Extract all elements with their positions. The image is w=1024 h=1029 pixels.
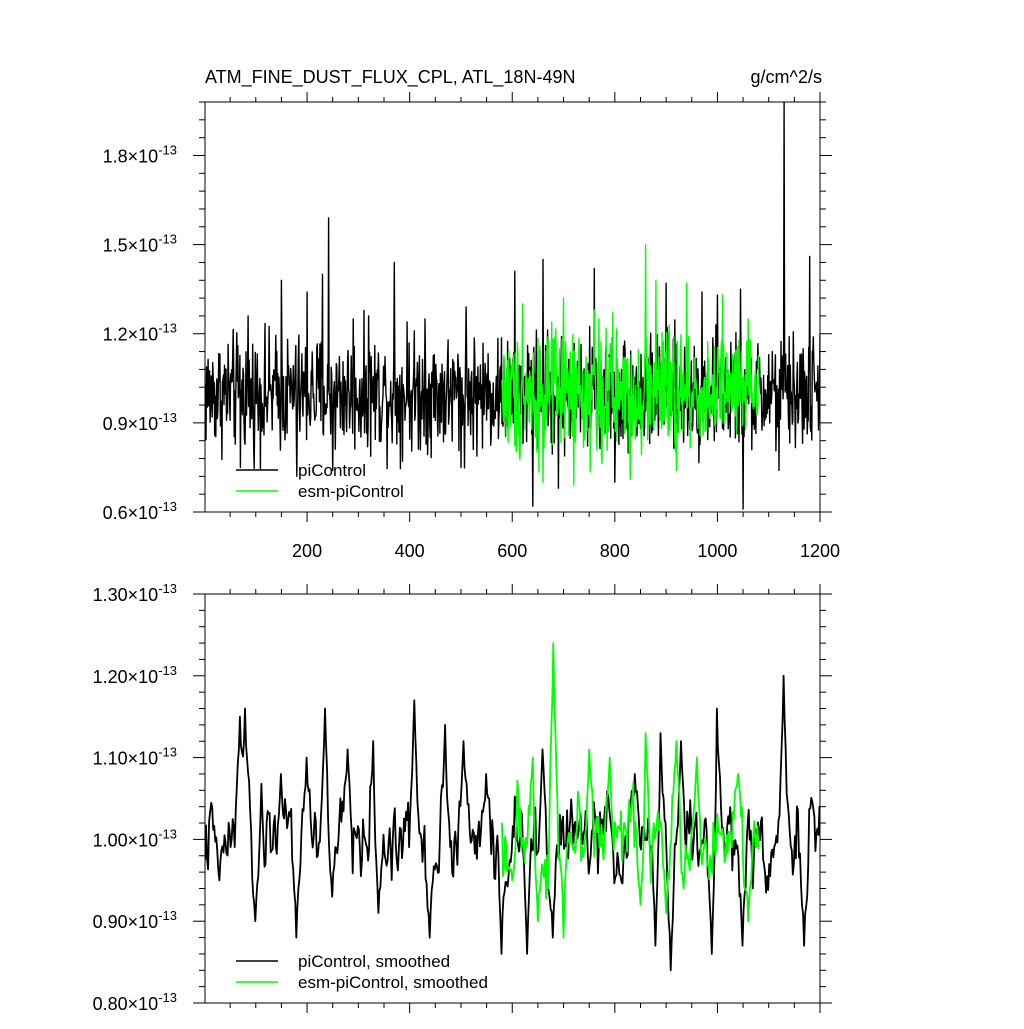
legend-label: esm-piControl: [298, 482, 404, 501]
legend-label: piControl, smoothed: [298, 952, 450, 971]
series-line-top-0: [205, 102, 820, 510]
y-tick-label: 0.90×10-13: [93, 908, 177, 932]
x-tick-label: 1000: [697, 541, 737, 561]
y-tick-label: 1.2×10-13: [103, 321, 177, 345]
y-tick-label: 1.5×10-13: [103, 232, 177, 256]
y-tick-label: 1.10×10-13: [93, 745, 177, 769]
y-tick-label: 0.6×10-13: [103, 499, 177, 523]
series-line-top-1: [501, 243, 760, 486]
series-line-bottom-1: [501, 642, 760, 939]
y-tick-label: 1.8×10-13: [103, 142, 177, 166]
legend-label: esm-piControl, smoothed: [298, 973, 488, 992]
series-line-bottom-0: [205, 674, 820, 972]
bottom-panel: 0.80×10-13 0.90×10-13 1.00×10-13 1.10×10-13…: [93, 581, 832, 1014]
x-tick-label: 400: [395, 541, 425, 561]
y-tick-label: 1.20×10-13: [93, 663, 177, 687]
units-label: g/cm^2/s: [751, 67, 822, 87]
y-tick-label: 0.80×10-13: [93, 990, 177, 1014]
x-tick-label: 800: [600, 541, 630, 561]
y-tick-label: 1.00×10-13: [93, 826, 177, 850]
legend-label: piControl: [298, 461, 366, 480]
x-tick-label: 1200: [800, 541, 840, 561]
y-tick-label: 1.30×10-13: [93, 581, 177, 605]
plot-frame-bottom: [204, 593, 821, 1004]
y-tick-label: 0.9×10-13: [103, 410, 177, 434]
x-tick-label: 600: [497, 541, 527, 561]
top-panel: 200 400 600 800 1000 1200 0.6×10-13 0.9×10-13 1.…: [103, 92, 840, 561]
x-tick-label: 200: [292, 541, 322, 561]
chart-title: ATM_FINE_DUST_FLUX_CPL, ATL_18N-49N: [205, 67, 575, 88]
